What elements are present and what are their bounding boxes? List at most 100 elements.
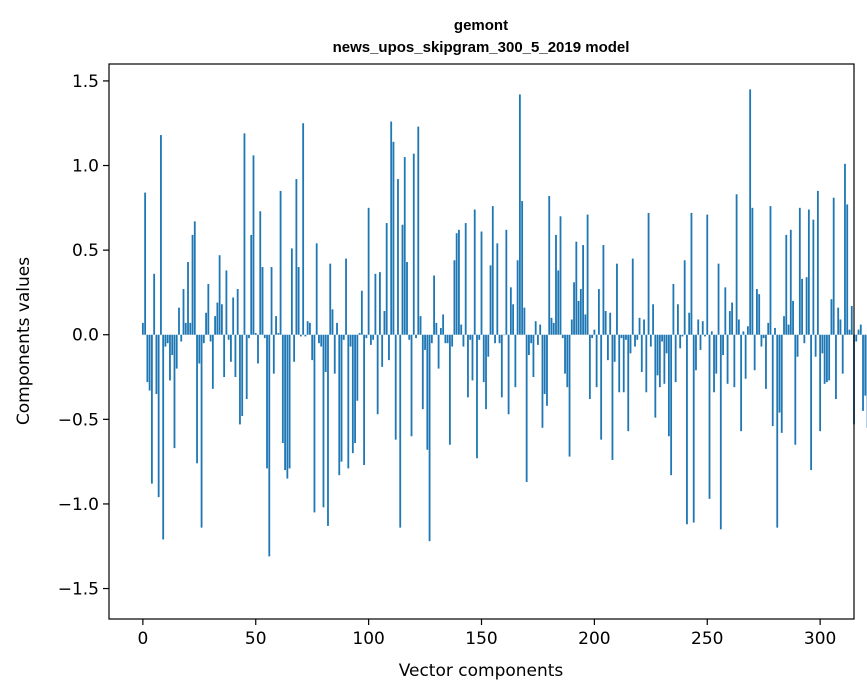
bar: [223, 334, 226, 378]
bar: [424, 334, 426, 350]
bar: [715, 334, 718, 374]
y-axis: −1.5 −1.0 −0.5 0.0 0.5 1.0 1.5: [58, 72, 109, 600]
y-tick-label: −0.5: [58, 410, 99, 430]
bar: [196, 334, 198, 464]
bar: [710, 331, 713, 335]
bar: [699, 334, 702, 350]
bar: [600, 334, 603, 440]
bar: [482, 334, 485, 383]
bar: [187, 261, 189, 335]
bar: [841, 334, 844, 374]
bar: [198, 334, 201, 364]
bar: [805, 277, 808, 335]
x-tick-label: 200: [578, 629, 610, 649]
bar: [704, 334, 706, 337]
bar: [189, 322, 192, 335]
bar: [435, 322, 438, 335]
y-tick-label: 0.5: [72, 241, 99, 261]
bar: [780, 334, 783, 433]
bar: [667, 334, 670, 437]
bar: [588, 334, 591, 400]
bar: [607, 334, 609, 361]
bar: [169, 334, 171, 381]
bar: [342, 334, 345, 340]
bar: [473, 209, 476, 335]
bar: [726, 334, 729, 384]
bar: [719, 334, 722, 530]
bar: [408, 334, 411, 340]
bar: [557, 270, 560, 335]
bar: [487, 334, 490, 357]
bar: [254, 333, 257, 335]
bar: [552, 322, 555, 335]
bar: [415, 334, 417, 339]
bar: [336, 322, 338, 335]
bar: [724, 287, 727, 335]
bar: [722, 334, 724, 356]
bar: [706, 214, 709, 335]
bar: [683, 260, 686, 335]
bar: [613, 334, 616, 362]
bar: [241, 334, 244, 416]
bar: [830, 299, 833, 335]
bar: [205, 312, 207, 335]
bar: [812, 219, 815, 335]
bar: [150, 334, 153, 484]
bar: [360, 290, 363, 335]
bar: [566, 334, 569, 388]
bar: [737, 319, 740, 335]
bar: [356, 334, 359, 401]
bar: [500, 334, 503, 398]
bar: [521, 201, 524, 335]
bar: [837, 307, 840, 335]
bar: [618, 334, 621, 393]
bar: [173, 334, 176, 449]
bar: [428, 334, 431, 542]
bar: [367, 207, 370, 335]
bar: [458, 229, 460, 335]
y-tick-label: 1.0: [72, 157, 99, 177]
bar: [604, 311, 607, 335]
bar: [421, 334, 424, 410]
bar: [200, 334, 203, 528]
bar: [543, 334, 546, 394]
bar: [376, 334, 379, 415]
bar: [327, 334, 329, 526]
bar: [692, 334, 695, 523]
bar: [826, 334, 828, 383]
bar: [816, 190, 819, 335]
bar: [157, 334, 160, 498]
bar: [286, 334, 289, 479]
bar: [850, 305, 853, 335]
bar: [539, 324, 542, 335]
bar: [810, 334, 813, 471]
bar: [575, 241, 578, 335]
bar: [573, 282, 575, 335]
bar: [315, 243, 318, 335]
bar: [649, 334, 652, 347]
bar: [261, 267, 264, 335]
bar: [290, 248, 293, 335]
bar: [448, 334, 451, 445]
bar: [426, 334, 429, 450]
bar: [733, 334, 736, 388]
bar: [460, 324, 463, 335]
bar: [494, 334, 496, 344]
bar: [505, 229, 508, 335]
bar: [347, 334, 350, 469]
bar: [541, 334, 544, 428]
bar: [688, 312, 691, 335]
bar: [146, 334, 149, 383]
bar: [756, 289, 758, 335]
bar: [776, 334, 779, 528]
bar: [182, 289, 185, 335]
bar: [749, 89, 752, 335]
bar: [442, 314, 445, 335]
bar: [661, 334, 664, 342]
bar: [491, 206, 494, 335]
bar: [695, 334, 697, 371]
bar: [496, 243, 499, 335]
bar: [489, 265, 492, 335]
bar: [658, 334, 661, 388]
bar: [794, 334, 797, 445]
